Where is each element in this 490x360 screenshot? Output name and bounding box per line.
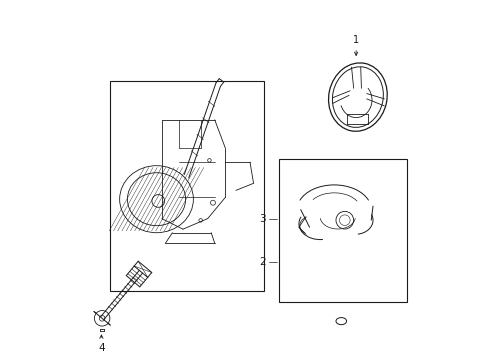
Text: 3: 3 (260, 214, 266, 224)
Text: 1: 1 (353, 35, 359, 55)
Text: 2: 2 (260, 257, 266, 267)
Text: 4: 4 (98, 335, 105, 353)
Bar (110, 81, 264, 291)
Bar (278, 159, 407, 302)
